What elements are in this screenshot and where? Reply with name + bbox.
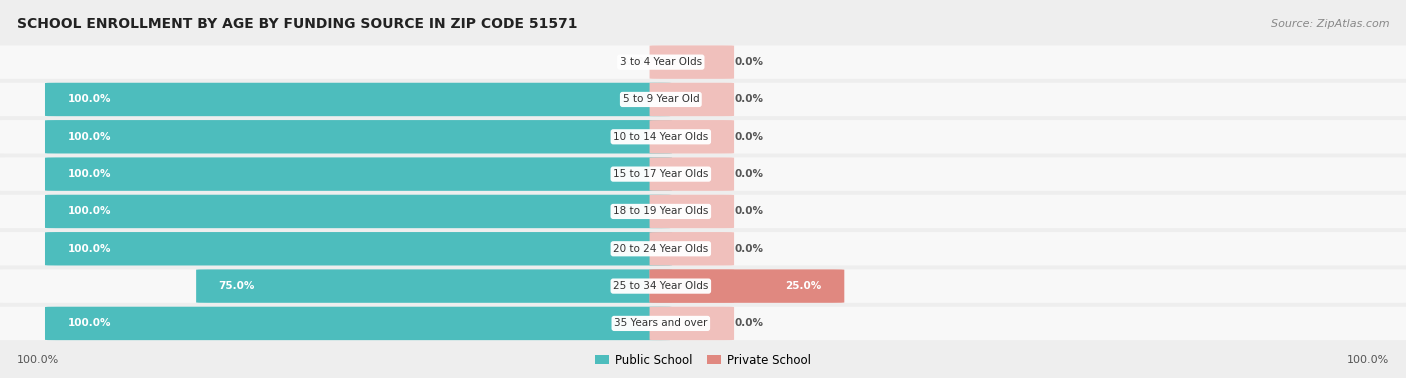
FancyBboxPatch shape xyxy=(45,120,672,153)
Text: SCHOOL ENROLLMENT BY AGE BY FUNDING SOURCE IN ZIP CODE 51571: SCHOOL ENROLLMENT BY AGE BY FUNDING SOUR… xyxy=(17,17,578,31)
FancyBboxPatch shape xyxy=(650,120,734,153)
Text: 100.0%: 100.0% xyxy=(67,132,111,142)
Text: 0.0%: 0.0% xyxy=(734,318,763,328)
FancyBboxPatch shape xyxy=(0,83,1406,116)
FancyBboxPatch shape xyxy=(45,157,672,191)
FancyBboxPatch shape xyxy=(0,195,1406,228)
Text: 25 to 34 Year Olds: 25 to 34 Year Olds xyxy=(613,281,709,291)
Text: 0.0%: 0.0% xyxy=(734,132,763,142)
Text: 0.0%: 0.0% xyxy=(734,94,763,104)
Text: 0.0%: 0.0% xyxy=(620,57,650,67)
Text: 100.0%: 100.0% xyxy=(67,244,111,254)
Text: 25.0%: 25.0% xyxy=(786,281,821,291)
Text: 100.0%: 100.0% xyxy=(67,318,111,328)
Text: 0.0%: 0.0% xyxy=(734,169,763,179)
FancyBboxPatch shape xyxy=(45,195,672,228)
Text: 100.0%: 100.0% xyxy=(1347,355,1389,365)
FancyBboxPatch shape xyxy=(650,45,734,79)
Text: 100.0%: 100.0% xyxy=(67,94,111,104)
FancyBboxPatch shape xyxy=(45,307,672,340)
FancyBboxPatch shape xyxy=(0,157,1406,191)
FancyBboxPatch shape xyxy=(0,45,1406,79)
FancyBboxPatch shape xyxy=(650,232,734,265)
Text: 35 Years and over: 35 Years and over xyxy=(614,318,707,328)
FancyBboxPatch shape xyxy=(650,83,734,116)
FancyBboxPatch shape xyxy=(0,270,1406,303)
Text: 0.0%: 0.0% xyxy=(734,57,763,67)
Text: 15 to 17 Year Olds: 15 to 17 Year Olds xyxy=(613,169,709,179)
Text: 3 to 4 Year Olds: 3 to 4 Year Olds xyxy=(620,57,702,67)
Text: 10 to 14 Year Olds: 10 to 14 Year Olds xyxy=(613,132,709,142)
FancyBboxPatch shape xyxy=(195,270,672,303)
Text: Source: ZipAtlas.com: Source: ZipAtlas.com xyxy=(1271,19,1389,29)
FancyBboxPatch shape xyxy=(650,270,844,303)
FancyBboxPatch shape xyxy=(650,307,734,340)
Text: 18 to 19 Year Olds: 18 to 19 Year Olds xyxy=(613,206,709,217)
FancyBboxPatch shape xyxy=(650,157,734,191)
FancyBboxPatch shape xyxy=(45,83,672,116)
FancyBboxPatch shape xyxy=(650,195,734,228)
Legend: Public School, Private School: Public School, Private School xyxy=(591,349,815,371)
Text: 100.0%: 100.0% xyxy=(17,355,59,365)
Text: 5 to 9 Year Old: 5 to 9 Year Old xyxy=(623,94,699,104)
Text: 100.0%: 100.0% xyxy=(67,169,111,179)
FancyBboxPatch shape xyxy=(0,307,1406,340)
Text: 0.0%: 0.0% xyxy=(734,206,763,217)
Text: 75.0%: 75.0% xyxy=(218,281,254,291)
FancyBboxPatch shape xyxy=(0,120,1406,153)
Text: 100.0%: 100.0% xyxy=(67,206,111,217)
FancyBboxPatch shape xyxy=(45,232,672,265)
Text: 0.0%: 0.0% xyxy=(734,244,763,254)
FancyBboxPatch shape xyxy=(0,232,1406,265)
Text: 20 to 24 Year Olds: 20 to 24 Year Olds xyxy=(613,244,709,254)
FancyBboxPatch shape xyxy=(650,270,734,303)
